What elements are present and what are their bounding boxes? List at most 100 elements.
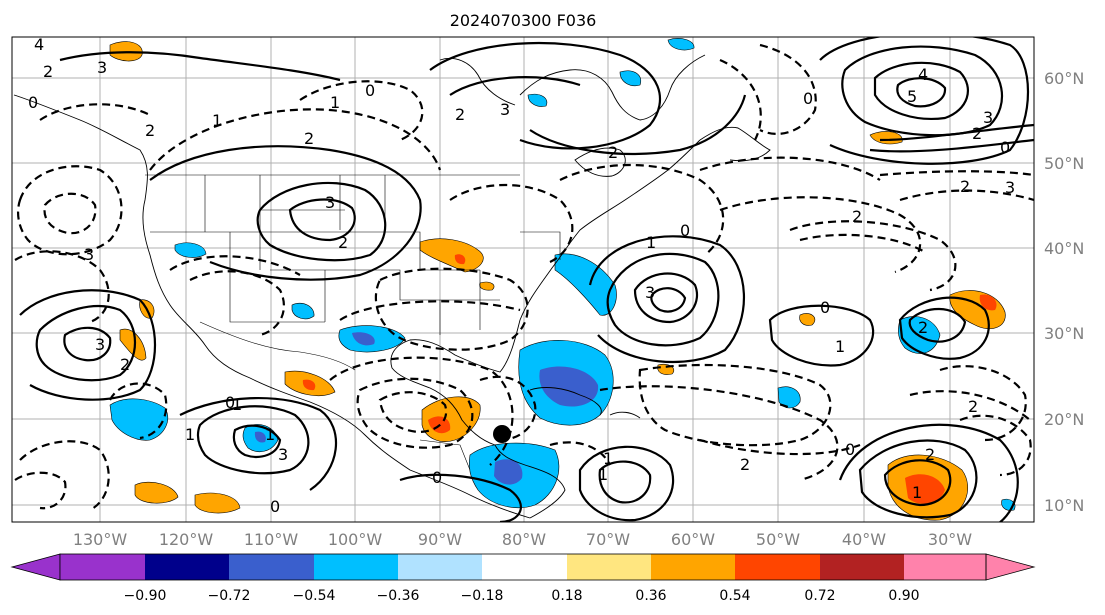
lat-label: 20°N [1044, 410, 1084, 429]
anomaly-orange [119, 328, 147, 361]
lat-label: 40°N [1044, 239, 1084, 258]
colorbar-tick-label: 0.90 [888, 588, 919, 604]
latitude-labels: 60°N 50°N 40°N 30°N 20°N 10°N [1044, 69, 1084, 515]
colorbar: −0.90 −0.72 −0.54 −0.36 −0.18 0.18 0.36 … [10, 553, 1036, 604]
contour-label: 1 [598, 465, 608, 484]
contour-label: 1 [232, 395, 242, 414]
anomaly-orange [134, 481, 179, 504]
map-frame [11, 36, 1035, 523]
contour-label: 2 [304, 129, 314, 148]
lon-label: 90°W [418, 530, 462, 549]
contour-label: 0 [225, 393, 235, 412]
anomaly-orange [869, 131, 903, 145]
contour-label: 1 [912, 483, 922, 502]
colorbar-tick-label: −0.36 [377, 588, 420, 604]
colorbar-tick-label: 0.54 [719, 588, 750, 604]
anomaly-blue [352, 332, 375, 346]
colorbar-cell [651, 554, 735, 580]
contour-label: 3 [97, 58, 107, 77]
contour-label: 0 [1000, 138, 1010, 157]
contour-label: 1 [835, 337, 845, 356]
anomaly-cyan [174, 242, 207, 258]
anomaly-red [905, 474, 945, 504]
contour-lines [14, 37, 1034, 522]
contour-label: 0 [365, 81, 375, 100]
anomaly-cyan [291, 302, 315, 320]
lon-label: 40°W [842, 530, 886, 549]
colorbar-cell [145, 554, 229, 580]
contour-label: 0 [270, 497, 280, 516]
lon-label: 100°W [328, 530, 383, 549]
contour-label: 1 [185, 425, 195, 444]
lon-label: 70°W [586, 530, 630, 549]
colorbar-tick-label: 0.36 [635, 588, 666, 604]
colorbar-cell [229, 554, 314, 580]
colorbar-max-extend [985, 553, 1036, 581]
contour-label: 3 [325, 193, 335, 212]
contour-label: 0 [820, 298, 830, 317]
colorbar-tick-label: −0.18 [461, 588, 504, 604]
anomaly-cyan [109, 398, 169, 441]
colorbar-cell [735, 554, 820, 580]
colorbar-tick-label: −0.90 [124, 588, 167, 604]
contour-label: 3 [983, 108, 993, 127]
colorbar-tick-label: −0.72 [208, 588, 251, 604]
anomaly-cyan [527, 93, 548, 107]
contour-label: 0 [28, 93, 38, 112]
contour-label: 4 [34, 35, 44, 54]
contour-label: 1 [330, 93, 340, 112]
colorbar-cell [398, 554, 482, 580]
contour-label: 0 [845, 440, 855, 459]
contour-label: 2 [120, 355, 130, 374]
contour-label: 3 [278, 445, 288, 464]
lon-label: 110°W [244, 530, 299, 549]
colorbar-cell [482, 554, 567, 580]
lon-label: 50°W [756, 530, 800, 549]
anomaly-cyan [554, 253, 617, 316]
lon-label: 30°W [928, 530, 972, 549]
colorbar-cell [820, 554, 904, 580]
anomaly-blue [494, 459, 523, 485]
lon-label: 80°W [502, 530, 546, 549]
contour-label: 3 [95, 335, 105, 354]
contour-label: 0 [803, 89, 813, 108]
contour-label: 2 [740, 455, 750, 474]
contour-label: 1 [603, 449, 613, 468]
anomaly-cyan [667, 38, 695, 51]
anomaly-orange [194, 492, 241, 514]
lon-label: 130°W [73, 530, 128, 549]
colorbar-min-extend [10, 553, 61, 581]
contour-label: 2 [925, 445, 935, 464]
contour-label: 2 [145, 121, 155, 140]
map-title: 2024070300 F036 [450, 11, 597, 30]
contour-label: 3 [1005, 178, 1015, 197]
contour-label: 2 [852, 207, 862, 226]
contour-label: 2 [972, 124, 982, 143]
contour-label: 2 [960, 177, 970, 196]
longitude-labels: 130°W 120°W 110°W 100°W 90°W 80°W 70°W 6… [73, 530, 972, 549]
lat-label: 50°N [1044, 154, 1084, 173]
contour-label: 5 [907, 87, 917, 106]
contour-label: 2 [43, 62, 53, 81]
contour-label: 2 [968, 397, 978, 416]
contour-label: 0 [432, 468, 442, 487]
lon-label: 60°W [671, 530, 715, 549]
contour-label: 2 [608, 143, 618, 162]
anomaly-blue [254, 431, 266, 443]
lon-label: 120°W [159, 530, 214, 549]
colorbar-cell [567, 554, 651, 580]
colorbar-tick-label: 0.72 [804, 588, 835, 604]
contour-label: 1 [646, 233, 656, 252]
lat-label: 60°N [1044, 69, 1084, 88]
contour-label-group: 4 3 2 0 1 2 3 0 2 1 3 2 2 3 2 4 5 3 2 0 … [28, 35, 1015, 516]
storm-center-marker [493, 425, 511, 443]
colorbar-cell [60, 554, 145, 580]
anomaly-red [454, 254, 466, 265]
contour-label: 3 [500, 100, 510, 119]
contour-label: 3 [84, 245, 94, 264]
colorbar-tick-label: 0.18 [551, 588, 582, 604]
lat-label: 10°N [1044, 496, 1084, 515]
contour-label: 0 [680, 221, 690, 240]
colorbar-cell [314, 554, 398, 580]
contour-label: 1 [265, 425, 275, 444]
